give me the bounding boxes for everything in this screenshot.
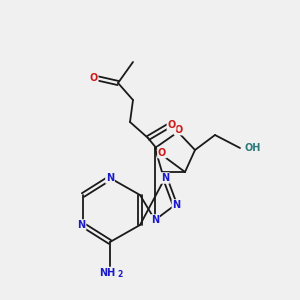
Text: N: N bbox=[77, 220, 86, 230]
Text: O: O bbox=[158, 148, 166, 158]
Text: N: N bbox=[172, 200, 181, 210]
Text: N: N bbox=[161, 173, 169, 183]
Text: O: O bbox=[175, 124, 183, 135]
Text: O: O bbox=[167, 120, 175, 130]
Text: O: O bbox=[89, 73, 98, 83]
Text: N: N bbox=[151, 215, 159, 225]
Text: NH: NH bbox=[100, 268, 116, 278]
Text: N: N bbox=[106, 173, 114, 183]
Text: OH: OH bbox=[244, 143, 261, 153]
Text: 2: 2 bbox=[117, 270, 122, 279]
